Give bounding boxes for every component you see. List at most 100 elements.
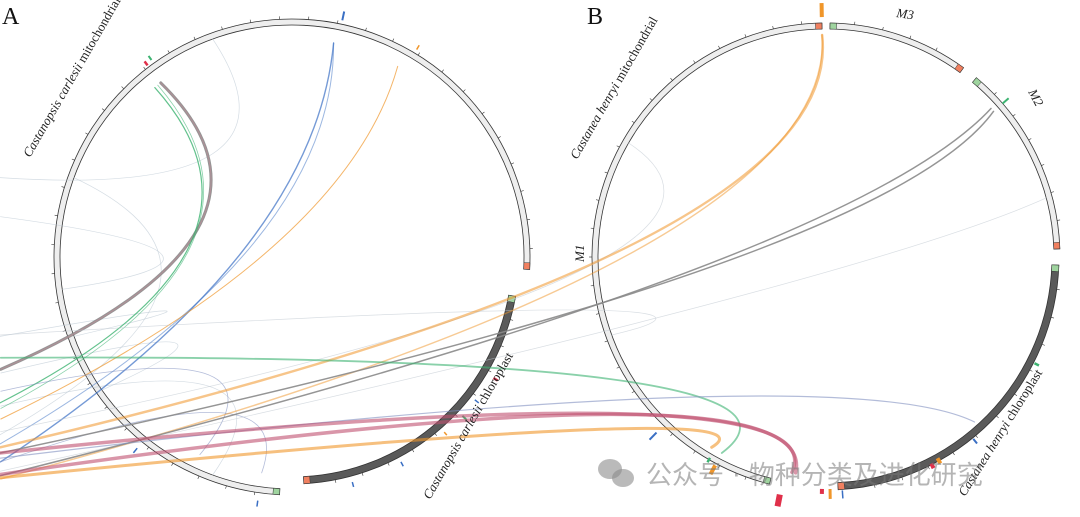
- ring-tick: [1050, 317, 1055, 319]
- ring-tick: [221, 26, 223, 30]
- feature-mark: [147, 55, 153, 61]
- ring-tick: [61, 186, 65, 188]
- ring-tick: [1041, 164, 1045, 166]
- ring-tick: [104, 406, 108, 409]
- ring-tick: [1029, 369, 1033, 372]
- ring-tick: [171, 462, 174, 466]
- ring-tick: [693, 60, 696, 64]
- segment-end-cap: [837, 482, 845, 490]
- ring-tick: [500, 345, 504, 348]
- ring-tick: [670, 77, 673, 81]
- feature-mark: [443, 431, 448, 436]
- link-ribbon: [0, 84, 204, 409]
- feature-mark: [708, 464, 717, 476]
- ring-tick: [604, 340, 608, 343]
- segment-end-cap: [815, 22, 823, 30]
- ring-tick: [901, 477, 904, 481]
- feature-mark: [415, 44, 420, 50]
- link-ribbon: [0, 309, 657, 336]
- link-ribbon: [0, 86, 203, 404]
- link-ribbon: [0, 142, 665, 433]
- link-ribbon: [0, 367, 229, 455]
- feature-mark: [706, 457, 712, 463]
- ring-tick: [473, 393, 476, 396]
- segment-label-m3: M3: [895, 5, 916, 22]
- ring-tick: [197, 475, 200, 479]
- feature-mark: [841, 490, 844, 499]
- link-ribbon: [0, 310, 168, 337]
- link-ribbon: [0, 82, 212, 370]
- ring-tick: [249, 19, 251, 23]
- ring-tick: [510, 162, 514, 165]
- feature-mark: [132, 447, 138, 454]
- panel-a-letter: A: [2, 4, 20, 30]
- feature-mark: [648, 431, 658, 441]
- feature-mark: [341, 11, 346, 21]
- ring-tick: [744, 476, 747, 480]
- ring-tick: [85, 132, 89, 135]
- wechat-icon: [598, 458, 638, 489]
- ring-tick: [1041, 344, 1045, 346]
- segment-m2-ring: [971, 77, 1061, 250]
- ring-tick: [874, 484, 876, 488]
- link-ribbon: [0, 177, 162, 436]
- segment-end-cap: [954, 63, 964, 73]
- segment-start-cap: [1051, 264, 1060, 272]
- feature-mark: [400, 461, 404, 467]
- feature-mark: [256, 500, 259, 507]
- link-ribbon: [0, 107, 992, 477]
- ring-tick: [412, 449, 415, 453]
- ring-tick: [1050, 191, 1054, 193]
- ring-tick: [631, 120, 635, 124]
- feature-mark: [143, 60, 149, 67]
- ring-tick: [772, 26, 774, 30]
- segment-start-cap: [762, 476, 772, 485]
- feature-mark: [774, 493, 783, 507]
- ring-tick: [927, 466, 930, 470]
- feature-mark: [351, 481, 355, 488]
- segment-start-cap: [272, 487, 281, 495]
- feature-mark: [929, 462, 936, 470]
- link-ribbon: [0, 81, 213, 371]
- panel-a-mito-label: Castanopsis carlesii mitochondrial: [20, 0, 124, 160]
- segment-end-cap: [1053, 242, 1061, 250]
- ring-tick: [718, 45, 721, 49]
- link-ribbon: [0, 216, 164, 290]
- link-ribbon: [0, 42, 335, 463]
- link-ribbon: [0, 65, 399, 420]
- ring-tick: [417, 52, 420, 56]
- ring-tick: [121, 86, 124, 89]
- ring-tick: [909, 35, 912, 39]
- ring-tick: [335, 479, 337, 483]
- link-ribbon: [0, 38, 240, 181]
- ring-tick: [497, 136, 501, 139]
- segment-label-m2: M2: [1025, 85, 1047, 109]
- ring-tick: [744, 34, 747, 38]
- ring-tick: [488, 370, 492, 373]
- mito-ring: [53, 18, 531, 496]
- segment-end-cap: [303, 476, 311, 484]
- ring-tick: [392, 38, 395, 42]
- link-ribbon: [0, 426, 721, 480]
- ring-tick: [365, 27, 367, 31]
- ring-tick: [146, 446, 150, 450]
- ring-tick: [361, 472, 364, 476]
- ring-tick: [101, 108, 105, 111]
- ring-tick: [631, 390, 635, 394]
- ring-tick: [718, 465, 721, 469]
- feature-mark: [972, 438, 978, 445]
- ring-tick: [882, 26, 884, 31]
- ring-tick: [87, 382, 91, 385]
- ring-tick: [693, 450, 696, 454]
- feature-mark: [1001, 97, 1010, 105]
- ring-tick: [225, 485, 227, 489]
- ring-tick: [595, 199, 600, 201]
- ring-tick: [193, 36, 196, 40]
- ring-tick: [670, 433, 673, 437]
- ring-tick: [71, 158, 75, 161]
- link-ribbon: [0, 341, 179, 391]
- ring-tick: [167, 50, 170, 54]
- ring-tick: [996, 415, 999, 419]
- ring-tick: [481, 111, 485, 115]
- ring-tick: [952, 452, 955, 456]
